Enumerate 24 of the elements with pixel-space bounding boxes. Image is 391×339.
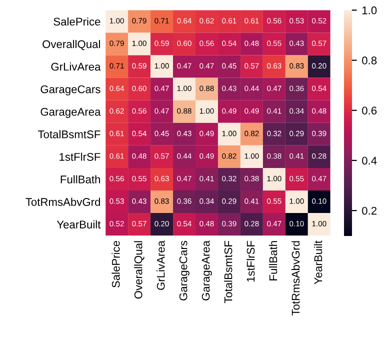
x-tick-label: GarageArea	[202, 240, 212, 300]
x-tick-label: TotRmsAbvGrd	[291, 241, 300, 316]
y-tick-label: GrLivArea	[51, 62, 101, 71]
color-bar-label: 0.6	[362, 106, 377, 114]
y-tick-label: FullBath	[60, 175, 100, 184]
x-tick-label: TotalBsmtSF	[224, 240, 232, 304]
color-bar-label: 0.2	[362, 206, 377, 215]
x-tick-label: FullBath	[269, 241, 278, 280]
x-tick-label: YearBuilt	[314, 240, 322, 284]
color-bar-label: 1.0	[362, 6, 377, 14]
x-tick-label: OverallQual	[134, 241, 144, 299]
y-tick-label: 1stFlrSF	[60, 152, 100, 161]
y-tick-label: OverallQual	[42, 40, 100, 50]
color-bar-label: 0.8	[362, 56, 377, 64]
x-tick-label: GarageCars	[179, 240, 190, 300]
y-tick-label: SalePrice	[54, 17, 100, 26]
y-tick-label: YearBuilt	[56, 220, 101, 228]
y-tick-label: GarageCars	[40, 85, 100, 96]
color-bar-label: 0.4	[362, 156, 377, 165]
x-tick-label: 1stFlrSF	[246, 240, 255, 282]
x-tick-label: GrLivArea	[156, 240, 165, 290]
y-tick-label: TotalBsmtSF	[38, 130, 100, 138]
y-tick-label: TotRmsAbvGrd	[26, 198, 100, 206]
y-tick-label: GarageArea	[40, 108, 101, 118]
